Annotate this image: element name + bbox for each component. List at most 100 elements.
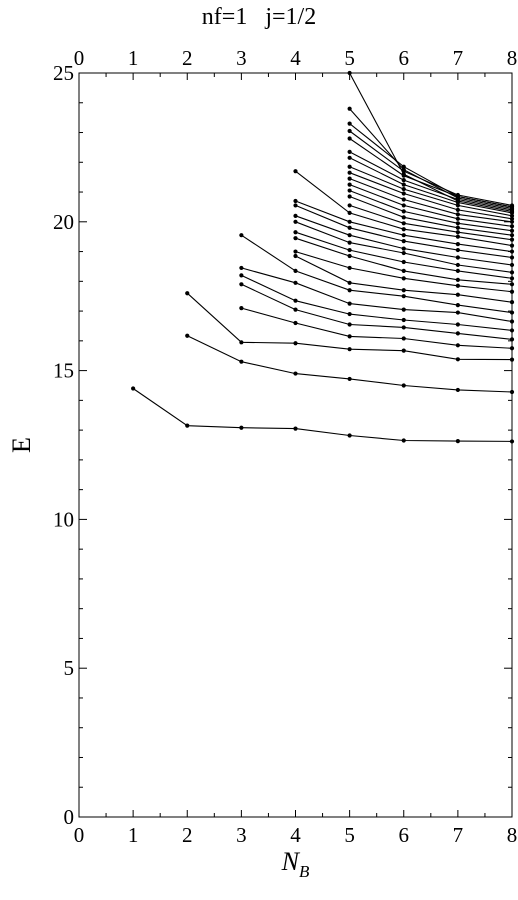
data-point [347, 225, 352, 230]
data-point [509, 255, 515, 260]
data-point [509, 276, 515, 281]
data-point [347, 247, 352, 253]
data-point [455, 234, 460, 239]
series-line [349, 178, 513, 223]
data-point [509, 282, 515, 287]
data-point [401, 259, 406, 265]
data-point [509, 439, 515, 444]
data-point [455, 247, 460, 253]
series-9 [293, 253, 515, 305]
data-point [455, 277, 460, 282]
data-point [293, 268, 298, 274]
data-point [509, 243, 515, 248]
data-point [509, 213, 515, 218]
data-point [401, 197, 406, 202]
series-line [349, 130, 513, 206]
data-point [509, 237, 515, 242]
series-line [349, 123, 513, 208]
data-point [509, 357, 515, 362]
data-point [401, 246, 406, 251]
series-line [241, 307, 513, 349]
series-28 [347, 128, 515, 208]
series-line [349, 184, 513, 227]
data-point [401, 182, 406, 187]
x-tick-label-bottom: 1 [128, 823, 139, 847]
series-24 [347, 164, 515, 218]
data-point [347, 233, 352, 238]
data-point [455, 221, 460, 226]
data-point [293, 426, 298, 431]
data-point [293, 253, 298, 259]
data-point [455, 439, 460, 444]
data-point [347, 210, 352, 215]
x-axis-label: NB [281, 847, 310, 881]
data-point [401, 336, 406, 341]
data-point [509, 310, 515, 315]
series-line [349, 151, 513, 211]
data-point [293, 307, 298, 312]
series-17 [293, 169, 515, 248]
series-11 [293, 236, 515, 287]
series-line [349, 108, 513, 209]
data-point [455, 343, 460, 348]
x-tick-label-bottom: 8 [507, 823, 518, 847]
data-point [509, 224, 515, 229]
data-point [509, 209, 515, 214]
data-point [293, 236, 298, 241]
data-point [293, 280, 298, 285]
data-point [455, 322, 460, 327]
x-tick-label-bottom: 4 [290, 823, 301, 847]
data-point [293, 219, 298, 224]
data-point [401, 317, 406, 323]
series-line [349, 204, 513, 241]
data-point [293, 320, 298, 326]
data-point [401, 167, 406, 172]
data-point [401, 288, 406, 293]
series-2 [185, 333, 515, 395]
data-point [239, 273, 244, 278]
series-line [187, 335, 513, 393]
data-point [239, 425, 244, 430]
series-13 [293, 219, 515, 275]
data-point [239, 233, 244, 238]
x-axis-label-main: N [281, 847, 301, 876]
data-point [401, 438, 406, 443]
data-point [509, 219, 515, 224]
series-21 [347, 182, 515, 229]
data-point [347, 219, 352, 224]
data-point [347, 265, 352, 271]
data-point [293, 203, 298, 208]
series-4 [239, 306, 515, 351]
data-point [185, 423, 190, 428]
data-point [185, 291, 190, 296]
data-point [455, 225, 460, 230]
y-tick-label: 20 [53, 210, 74, 234]
series-line [241, 274, 513, 331]
data-point [509, 270, 515, 275]
x-tick-label-top: 2 [182, 46, 193, 70]
data-point [347, 182, 352, 187]
data-point [293, 371, 298, 376]
data-point [455, 203, 460, 208]
x-tick-label-top: 0 [74, 46, 85, 70]
x-tick-label-bottom: 5 [344, 823, 355, 847]
data-point [347, 334, 352, 339]
data-point [455, 387, 460, 393]
data-point [347, 301, 352, 306]
data-point [455, 207, 460, 212]
series-line [349, 72, 513, 212]
data-point [347, 194, 352, 199]
data-point [347, 322, 352, 327]
series-16 [293, 198, 515, 254]
series-line [349, 195, 513, 236]
data-point [455, 357, 460, 362]
data-point [293, 341, 298, 346]
series-14 [293, 213, 515, 268]
data-point [455, 230, 460, 235]
series-20 [347, 188, 515, 233]
data-point [509, 206, 515, 211]
data-point [401, 276, 406, 281]
data-point [455, 262, 460, 268]
data-point [455, 242, 460, 247]
